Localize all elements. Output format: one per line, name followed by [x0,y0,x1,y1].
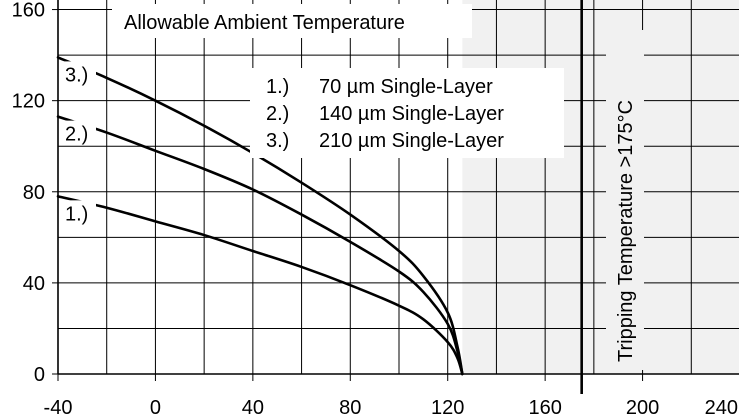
legend-number-2: 2.) [266,103,289,125]
series-layer [56,56,464,376]
x-tick-label: 120 [431,397,464,419]
axis-layer [57,0,739,375]
series-line-2 [56,115,464,376]
legend-box [250,68,564,158]
y-tick-label: 80 [23,182,45,204]
legend-number-3: 3.) [266,130,289,152]
curve-label-box-2 [62,120,96,145]
shaded-region-layer [462,0,739,374]
curve-label-2: 2.) [65,124,88,146]
y-tick-label: 40 [23,273,45,295]
x-tick-label: -40 [44,397,73,419]
tick-label-layer: -40 0 40 80 120 160 200 240 0 40 80 120 160 [12,0,738,419]
y-tick-label: 0 [34,364,45,386]
curve-label-1: 1.) [65,203,88,225]
curve-label-box-3 [62,61,96,86]
series-line-3 [56,56,464,376]
tripping-label-box [606,30,644,370]
x-tick-label: 240 [705,397,738,419]
x-tick-label: 160 [528,397,561,419]
legend-text-3: 210 µm Single-Layer [319,130,504,152]
curve-label-box-1 [62,200,96,225]
x-tick-label: 200 [626,397,659,419]
tripping-label: Tripping Temperature >175°C [615,100,637,362]
series-line-1 [56,195,464,376]
chart-title: Allowable Ambient Temperature [124,12,405,34]
legend: 1.) 70 µm Single-Layer 2.) 140 µm Single… [250,68,564,158]
y-tick-label: 160 [12,0,45,22]
shaded-region [462,0,739,374]
curve-label-layer: 1.) 2.) 3.) [62,61,96,225]
legend-number-1: 1.) [266,76,289,98]
curve-label-3: 3.) [65,64,88,86]
x-tick-label: 0 [150,397,161,419]
legend-text-2: 140 µm Single-Layer [319,103,504,125]
x-tick-label: 80 [339,397,361,419]
x-tick-label: 40 [242,397,264,419]
title-box [112,4,472,38]
legend-text-1: 70 µm Single-Layer [319,76,493,98]
y-tick-label: 120 [12,91,45,113]
